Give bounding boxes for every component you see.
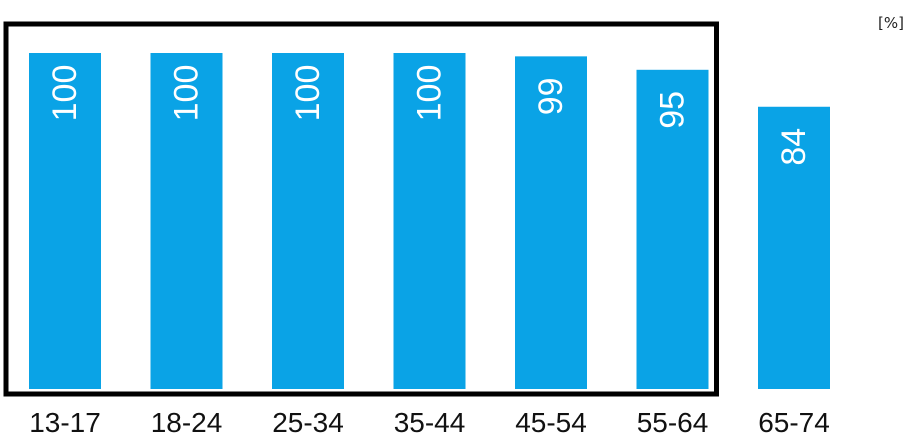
bar-35-44: [393, 53, 466, 389]
unit-label: [%]: [878, 14, 904, 32]
x-tick-label: 45-54: [515, 407, 587, 438]
bar-value-label: 100: [289, 65, 327, 122]
bar-value-label: 95: [654, 91, 692, 129]
x-tick-label: 13-17: [29, 407, 101, 438]
bar-55-64: [636, 69, 709, 390]
highlight-box: [3, 21, 719, 397]
x-tick-label: 18-24: [151, 407, 223, 438]
bar-value-label: 100: [168, 65, 206, 122]
x-tick-label: 65-74: [758, 407, 830, 438]
x-tick-label: 55-64: [637, 407, 709, 438]
x-tick-label: 35-44: [394, 407, 466, 438]
bar-value-label: 84: [775, 128, 813, 166]
bar-value-label: 100: [46, 65, 84, 122]
bar-value-label: 99: [532, 77, 570, 115]
bar-25-34: [272, 53, 344, 389]
bar-45-54: [515, 56, 587, 390]
x-tick-label: 25-34: [272, 407, 344, 438]
bar-65-74: [758, 106, 830, 389]
bar-18-24: [150, 53, 223, 389]
bar-value-label: 100: [411, 65, 449, 122]
bar-13-17: [29, 53, 101, 389]
